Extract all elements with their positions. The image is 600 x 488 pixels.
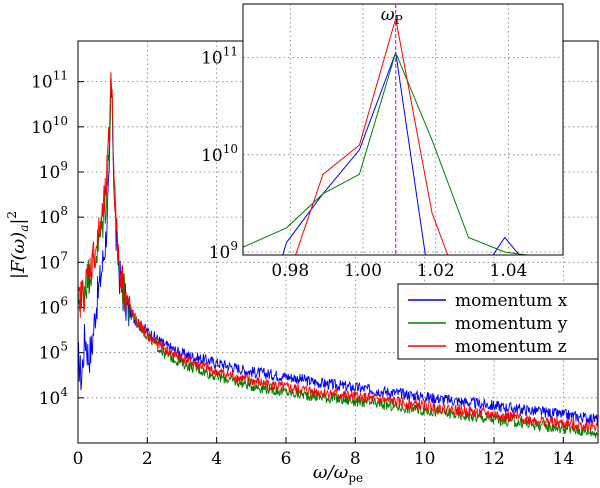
main-x-tick-label: 6	[281, 449, 292, 469]
inset-grid	[243, 4, 563, 255]
main-series-line-momentum-z	[77, 72, 598, 432]
y-axis-label: |F(ω)a|2	[5, 211, 31, 279]
inset-y-tick-label: 1011	[201, 45, 238, 69]
main-y-tick-label: 104	[39, 385, 69, 409]
inset-x-tick-label: 1.00	[344, 261, 382, 281]
main-series-line-momentum-x	[77, 77, 598, 425]
legend-label: momentum x	[455, 291, 568, 311]
main-y-tick-label: 108	[39, 204, 68, 228]
main-y-tick-label: 105	[39, 340, 68, 364]
legend-items: momentum x momentum y momentum z	[408, 291, 568, 357]
main-x-tick-label: 4	[211, 449, 222, 469]
legend-label: momentum z	[455, 337, 567, 357]
inset-x-tick-label: 1.02	[417, 261, 455, 281]
inset-x-tick-labels: 0.98 1.00 1.02 1.04	[271, 261, 527, 281]
inset-x-tick-label: 0.98	[271, 261, 309, 281]
main-series-group	[77, 72, 598, 439]
main-x-tick-label: 14	[553, 449, 575, 469]
inset-background	[243, 4, 563, 255]
main-x-tick-labels: 0 2 4 6 8 10 12 14	[73, 449, 575, 469]
legend: momentum x momentum y momentum z	[397, 283, 599, 360]
main-x-tick-label: 8	[350, 449, 361, 469]
main-x-tick-label: 10	[414, 449, 436, 469]
main-x-tick-label: 12	[483, 449, 505, 469]
legend-label: momentum y	[455, 314, 568, 334]
main-y-tick-labels: 104 105 106 107 108 109 1010 1011	[31, 69, 68, 409]
inset-y-tick-labels: 109 1010 1011	[201, 45, 238, 264]
main-y-tick-label: 1011	[31, 69, 68, 93]
main-y-tick-label: 107	[39, 249, 68, 273]
inset-x-tick-label: 1.04	[490, 261, 528, 281]
inset-y-tick-label: 1010	[201, 142, 238, 166]
main-y-tick-label: 106	[39, 294, 68, 318]
main-x-tick-label: 0	[73, 449, 84, 469]
main-x-tick-label: 2	[142, 449, 153, 469]
inset-plot-frame	[242, 3, 564, 256]
inset-y-tick-label: 109	[209, 239, 238, 263]
main-y-tick-label: 1010	[31, 114, 68, 138]
main-y-tick-label: 109	[39, 159, 68, 183]
